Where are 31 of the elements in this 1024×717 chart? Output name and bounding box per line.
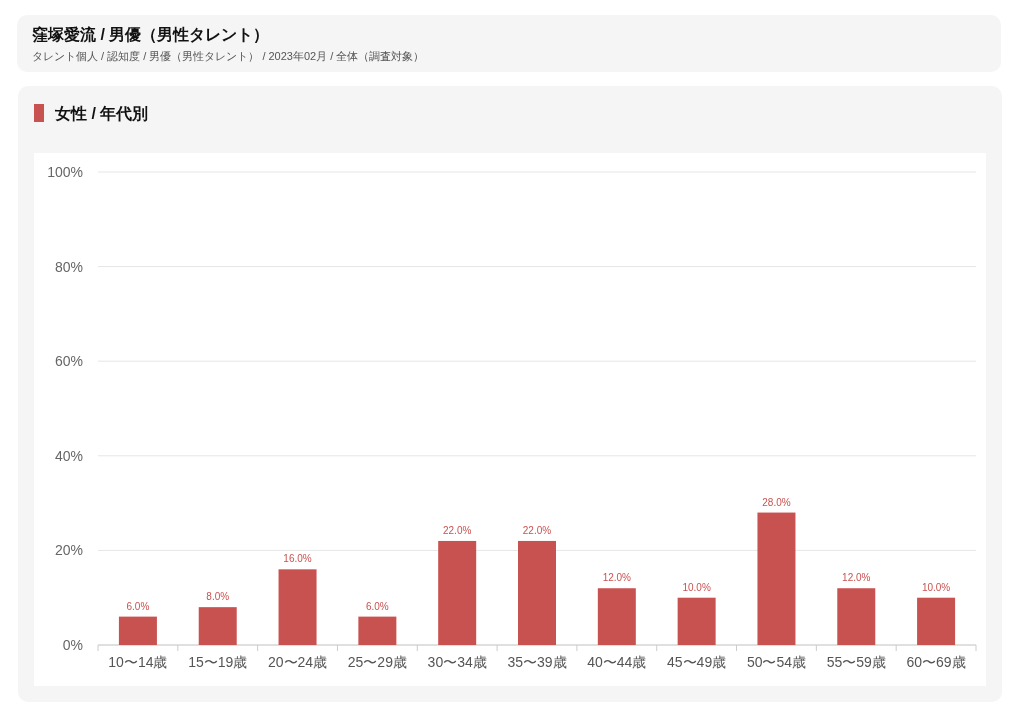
xtick: 20〜24歳	[267, 654, 328, 670]
ytick: 100%	[47, 164, 83, 180]
ytick: 40%	[54, 447, 83, 464]
value-label: 12.0%	[602, 572, 631, 584]
title: 窪塚愛流 / 男優（男性タレント）	[32, 26, 270, 43]
xtick: 55〜59歳	[826, 654, 886, 670]
value-label: 12.0%	[842, 572, 871, 584]
xtick: 15〜19歳	[188, 654, 248, 670]
value-label: 28.0%	[762, 496, 791, 508]
xtick: 45〜49歳	[667, 654, 727, 670]
xtick: 10〜14歳	[108, 654, 168, 670]
ytick: 0%	[62, 637, 83, 653]
value-label: 16.0%	[283, 553, 312, 565]
value-label: 22.0%	[443, 524, 472, 536]
value-label: 8.0%	[206, 591, 230, 603]
xtick: 30〜34歳	[427, 654, 487, 670]
xtick: 35〜39歳	[507, 654, 567, 670]
ytick: 60%	[54, 353, 83, 370]
xtick: 40〜44歳	[587, 654, 647, 670]
xtick: 60〜69歳	[906, 654, 966, 670]
annotation: 女性 / 年代別	[55, 105, 149, 122]
xtick: 50〜54歳	[746, 654, 807, 670]
value-label: 10.0%	[921, 581, 951, 593]
ytick: 80%	[54, 258, 83, 275]
value-label: 22.0%	[522, 524, 552, 536]
value-label: 10.0%	[682, 581, 711, 593]
value-label: 6.0%	[126, 600, 150, 612]
xtick: 25〜29歳	[347, 654, 407, 670]
value-label: 6.0%	[365, 600, 389, 612]
ytick: 20%	[54, 542, 83, 559]
subtitle: タレント個人 / 認知度 / 男優（男性タレント） / 2023年02月 / 全体（調査対象）	[32, 50, 425, 62]
